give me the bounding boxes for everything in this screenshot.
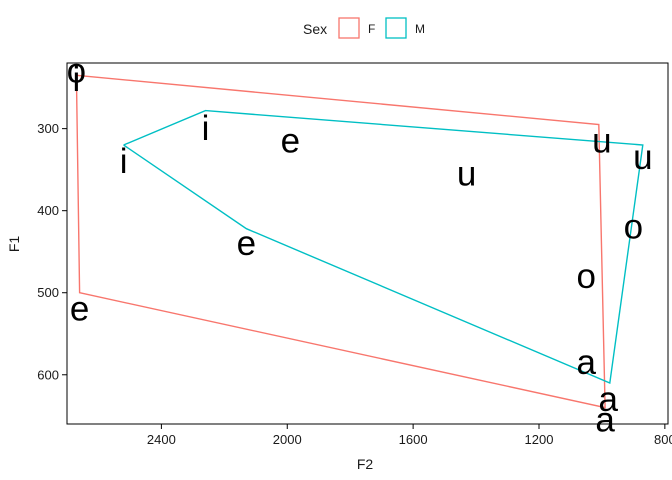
legend-label-m: M xyxy=(415,22,425,36)
vowel-label-u: u xyxy=(457,154,476,193)
legend-title: Sex xyxy=(303,21,327,37)
vowel-label-u: u xyxy=(592,121,611,160)
vowel-label-o: o xyxy=(576,257,595,296)
vowel-polygon-m xyxy=(123,109,644,385)
vowel-label-e: e xyxy=(281,121,300,160)
y-tick-label: 600 xyxy=(37,367,59,382)
vowel-label-a: a xyxy=(598,380,618,419)
vowel-label-o: o xyxy=(624,208,643,247)
legend-label-f: F xyxy=(368,22,375,36)
y-axis-title: F1 xyxy=(6,236,22,253)
legend-key-m xyxy=(385,17,407,39)
x-tick-label: 2000 xyxy=(273,432,302,447)
x-axis: 2400 2000 1600 1200 800 xyxy=(147,424,672,447)
y-tick-label: 400 xyxy=(37,203,59,218)
vowel-label-u: u xyxy=(633,138,652,177)
x-tick-label: 2400 xyxy=(147,432,176,447)
vowel-label-i: i xyxy=(120,142,128,181)
vowel-label-e: e xyxy=(70,290,89,329)
legend-key-f xyxy=(338,17,360,39)
vowel-label-o: o xyxy=(67,52,86,91)
vowel-label-i: i xyxy=(73,60,81,99)
vowel-label-a: a xyxy=(576,343,596,382)
y-tick-label: 500 xyxy=(37,285,59,300)
plot-panel xyxy=(66,62,669,425)
y-axis: 300 400 500 600 xyxy=(37,121,67,382)
x-tick-label: 1600 xyxy=(399,432,428,447)
legend: Sex F M xyxy=(303,17,425,39)
vowel-label-i: i xyxy=(202,109,210,148)
series-layer xyxy=(75,74,644,409)
y-tick-label: 300 xyxy=(37,121,59,136)
vowel-polygon-f xyxy=(75,74,606,409)
vowel-label-e: e xyxy=(237,224,256,263)
x-tick-label: 800 xyxy=(654,432,672,447)
x-axis-title: F2 xyxy=(357,456,374,472)
x-tick-label: 1200 xyxy=(525,432,554,447)
vowel-label-a: a xyxy=(595,400,615,439)
